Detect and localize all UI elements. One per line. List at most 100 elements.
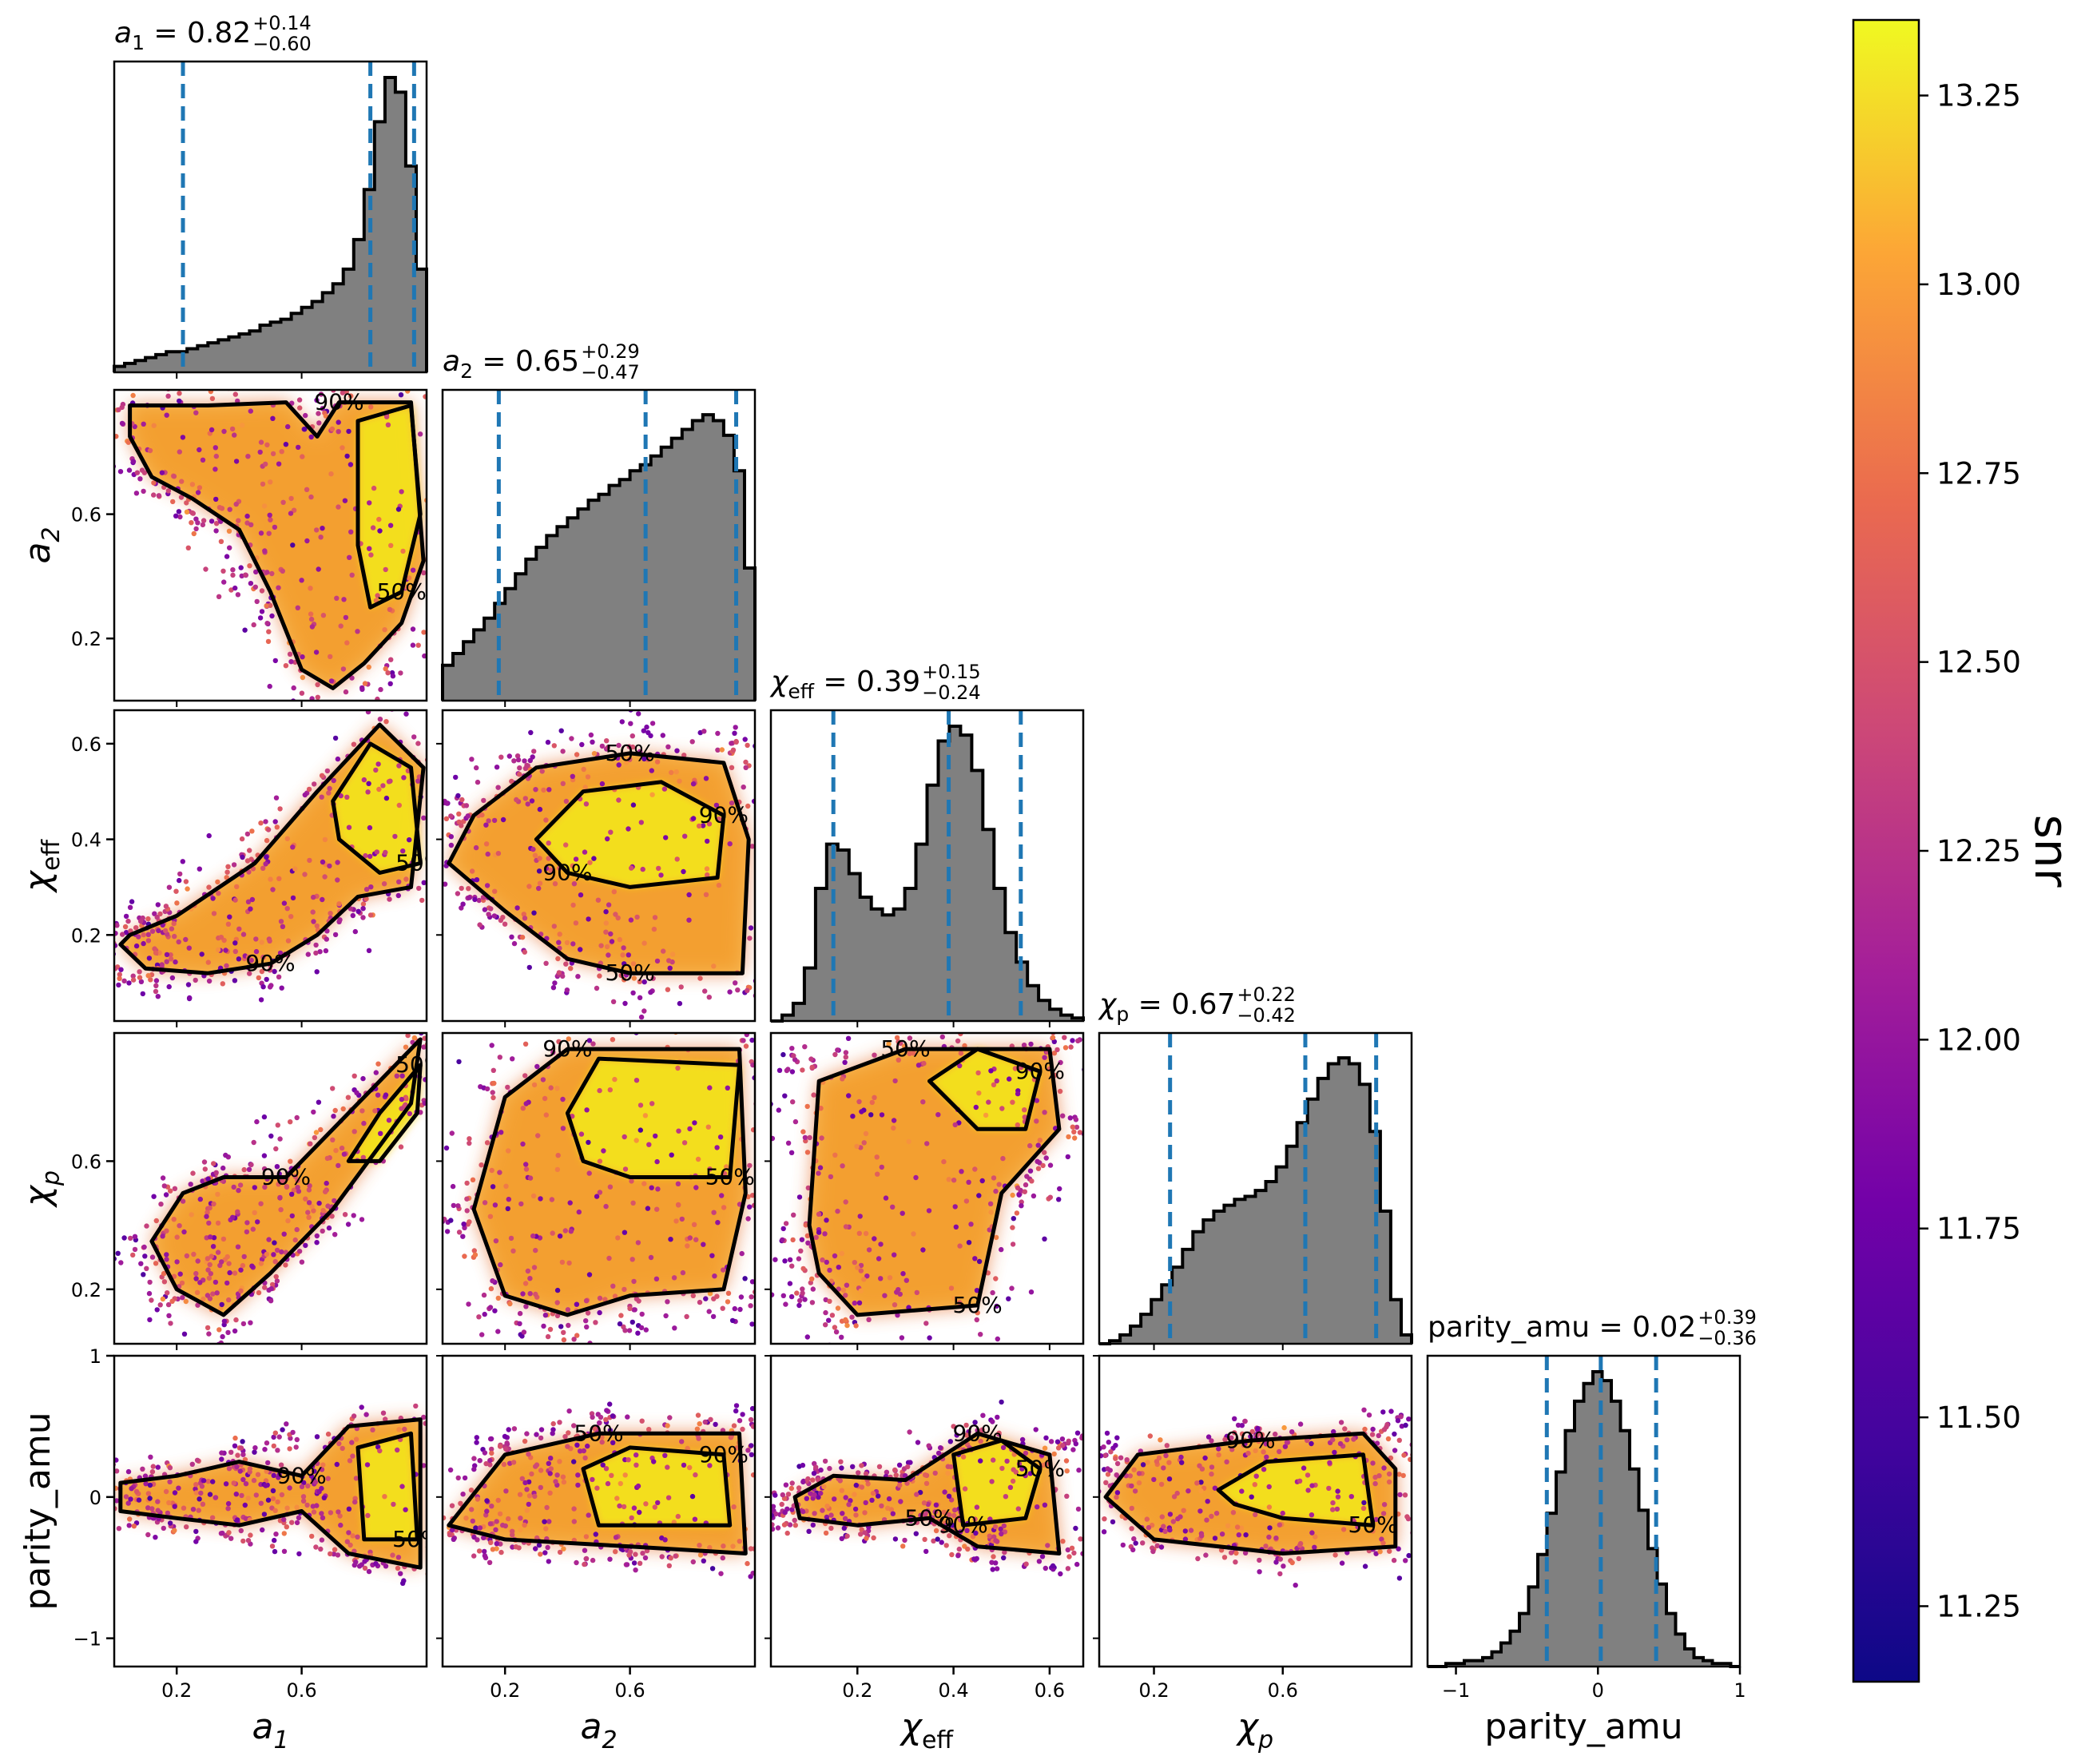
scatter-point: [144, 1265, 149, 1272]
scatter-point: [360, 1075, 366, 1082]
scatter-point: [821, 1484, 827, 1490]
scatter-point: [1403, 1422, 1408, 1428]
scatter-point: [490, 1184, 496, 1190]
scatter-point: [1151, 1476, 1157, 1483]
scatter-point: [236, 1187, 241, 1194]
scatter-point: [638, 1325, 645, 1331]
scatter-point: [275, 1448, 280, 1453]
scatter-point: [271, 1434, 276, 1440]
scatter-point: [428, 1403, 433, 1408]
scatter-point: [253, 569, 259, 575]
scatter-point: [213, 496, 219, 503]
contour-50: [355, 403, 423, 610]
scatter-point: [858, 1532, 864, 1537]
scatter-point: [376, 786, 382, 793]
scatter-point: [239, 1492, 244, 1499]
scatter-point: [396, 763, 402, 769]
scatter-point: [360, 915, 366, 920]
scatter-point: [450, 1011, 455, 1016]
scatter-point: [367, 500, 372, 506]
scatter-point: [852, 1506, 859, 1512]
scatter-point: [1006, 1296, 1011, 1301]
scatter-point: [531, 1082, 538, 1088]
scatter-point: [654, 1206, 660, 1212]
scatter-point: [304, 487, 310, 492]
scatter-point: [104, 959, 109, 963]
contour-label: 50%: [705, 1163, 755, 1190]
scatter-point: [190, 1507, 197, 1512]
contour-label: 90%: [1015, 1058, 1065, 1084]
scatter-point: [174, 1259, 180, 1265]
scatter-point: [965, 1546, 971, 1552]
scatter-point: [484, 1508, 490, 1514]
scatter-point: [742, 737, 748, 742]
scatter-point: [522, 1438, 528, 1444]
scatter-point: [761, 868, 765, 873]
scatter-point: [622, 1230, 628, 1235]
panel-frame: [113, 709, 428, 1023]
scatter-point: [757, 1524, 761, 1529]
scatter-point: [1331, 1428, 1336, 1435]
scatter-point: [1435, 1561, 1440, 1566]
scatter-point: [1064, 1468, 1070, 1474]
scatter-point: [332, 735, 339, 741]
scatter-point: [983, 1112, 989, 1118]
colorbar-tick-label: 11.25: [1936, 1589, 2021, 1623]
scatter-point: [130, 977, 137, 983]
scatter-point: [520, 1141, 526, 1147]
scatter-point: [219, 1450, 224, 1456]
scatter-point: [923, 1480, 930, 1487]
scatter-point: [1050, 1563, 1056, 1569]
scatter-point: [833, 1329, 840, 1335]
scatter-point: [856, 1230, 863, 1237]
scatter-point: [514, 753, 521, 759]
scatter-point: [785, 1140, 792, 1146]
scatter-point: [274, 1164, 280, 1170]
scatter-point: [972, 1256, 978, 1261]
scatter-point: [172, 1504, 177, 1509]
scatter-point: [276, 1434, 282, 1440]
scatter-point: [558, 1324, 564, 1329]
scatter-point: [264, 442, 270, 447]
scatter-point: [869, 1497, 875, 1504]
scatter-point: [506, 1516, 511, 1522]
contour-50: [951, 1438, 1043, 1528]
scatter-point: [230, 572, 236, 578]
scatter-point: [294, 1226, 300, 1233]
scatter-point: [1051, 1451, 1057, 1457]
scatter-point: [267, 512, 272, 518]
scatter-point: [662, 1537, 668, 1543]
scatter-point: [163, 1192, 169, 1198]
histogram-fill: [771, 726, 1083, 1021]
scatter-point: [876, 1493, 881, 1499]
scatter-point: [803, 1222, 808, 1228]
scatter-point: [785, 1492, 792, 1497]
scatter-point: [721, 1267, 726, 1273]
scatter-point: [577, 1448, 583, 1454]
scatter-point: [852, 1492, 857, 1497]
scatter-point: [261, 1512, 268, 1517]
scatter-point: [554, 1086, 560, 1091]
scatter-point: [1085, 1120, 1090, 1125]
scatter-point: [1305, 1472, 1311, 1478]
scatter-point: [377, 528, 383, 534]
scatter-point: [173, 888, 179, 894]
scatter-point: [471, 1248, 477, 1253]
scatter-point: [296, 397, 303, 403]
scatter-point: [235, 1244, 241, 1250]
scatter-point: [343, 689, 349, 695]
scatter-point: [563, 798, 570, 805]
scatter-point: [707, 1166, 713, 1172]
panel-frame: [441, 709, 757, 1023]
scatter-point: [272, 968, 277, 975]
scatter-point: [212, 1495, 219, 1500]
scatter-point: [1267, 1525, 1273, 1531]
scatter-point: [762, 1182, 767, 1186]
scatter-point: [267, 967, 273, 973]
scatter-point: [924, 1141, 930, 1146]
scatter-point: [536, 868, 542, 874]
scatter-point: [272, 1259, 278, 1265]
scatter-point: [556, 970, 562, 975]
scatter-point: [870, 1490, 876, 1496]
scatter-point: [690, 816, 697, 821]
